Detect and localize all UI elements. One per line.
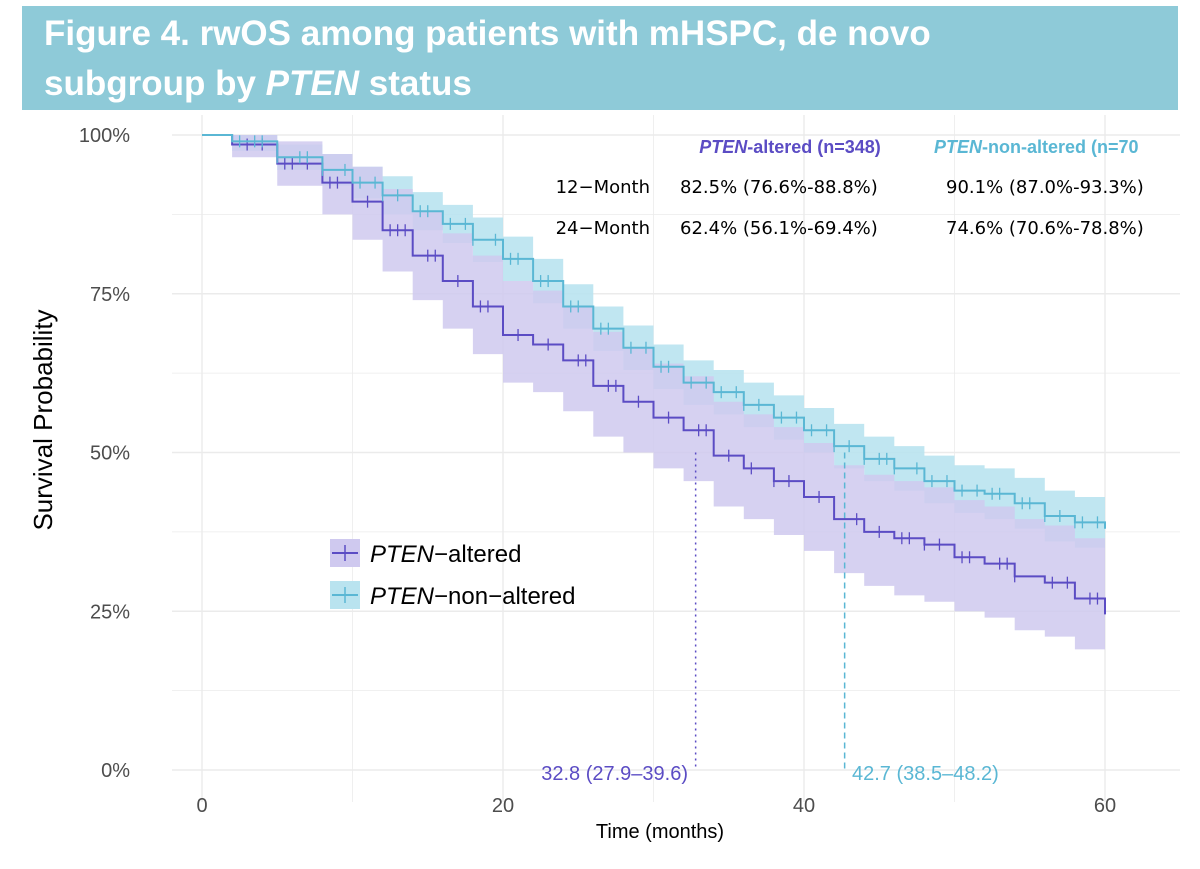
legend-altered-text: −altered bbox=[434, 541, 521, 568]
x-tick-label: 0 bbox=[196, 795, 207, 817]
median-lines bbox=[694, 452, 846, 770]
legend-label-non-altered: PTEN−non−altered bbox=[370, 583, 575, 610]
y-tick-label: 50% bbox=[90, 443, 130, 465]
figure-title-line1: Figure 4. rwOS among patients with mHSPC… bbox=[44, 14, 931, 53]
table-header-altered-gene: PTEN bbox=[699, 137, 748, 157]
legend-label-altered: PTEN−altered bbox=[370, 541, 521, 568]
title-gene: PTEN bbox=[265, 64, 360, 103]
legend-non-altered-text: −non−altered bbox=[434, 583, 575, 610]
median-label-non-altered: 42.7 (38.5–48.2) bbox=[852, 763, 999, 785]
table-row-label: 24−Month bbox=[556, 218, 650, 239]
table-cell-altered: 82.5% (76.6%-88.8%) bbox=[680, 177, 878, 198]
legend-altered-gene: PTEN bbox=[370, 541, 435, 568]
table-header-altered: PTEN-altered (n=348) bbox=[699, 137, 881, 157]
x-axis-title: Time (months) bbox=[596, 821, 724, 843]
table-header-non-altered: PTEN-non-altered (n=70 bbox=[934, 137, 1139, 157]
y-tick-label: 75% bbox=[90, 284, 130, 306]
table-cell-altered: 62.4% (56.1%-69.4%) bbox=[680, 218, 878, 239]
table-row-label: 12−Month bbox=[556, 177, 650, 198]
legend-non-altered-gene: PTEN bbox=[370, 583, 435, 610]
title-suffix: status bbox=[359, 64, 472, 103]
y-tick-label: 25% bbox=[90, 601, 130, 623]
x-tick-label: 40 bbox=[793, 795, 815, 817]
median-label-altered: 32.8 (27.9–39.6) bbox=[541, 763, 688, 785]
y-tick-label: 100% bbox=[79, 125, 130, 147]
x-tick-label: 60 bbox=[1094, 795, 1116, 817]
ci-band-non-altered bbox=[202, 135, 1105, 555]
table-cell-non-altered: 90.1% (87.0%-93.3%) bbox=[946, 177, 1144, 198]
title-prefix: subgroup by bbox=[44, 64, 266, 103]
y-axis-title: Survival Probability bbox=[28, 309, 58, 530]
table-header-non-altered-text: -non-altered (n=70 bbox=[982, 137, 1139, 157]
table-cell-non-altered: 74.6% (70.6%-78.8%) bbox=[946, 218, 1144, 239]
legend: PTEN−altered PTEN−non−altered bbox=[330, 539, 575, 610]
table-header-altered-text: -altered (n=348) bbox=[747, 137, 881, 157]
x-tick-label: 20 bbox=[492, 795, 514, 817]
figure-title-line2: subgroup by PTEN status bbox=[44, 64, 472, 104]
axis-ticks: 0 20 40 60 0% 25% 50% 75% 100% bbox=[79, 125, 1116, 817]
y-tick-label: 0% bbox=[101, 760, 130, 782]
title-banner: Figure 4. rwOS among patients with mHSPC… bbox=[22, 6, 1178, 110]
table-header-non-altered-gene: PTEN bbox=[934, 137, 983, 157]
survival-curves bbox=[202, 134, 1106, 615]
